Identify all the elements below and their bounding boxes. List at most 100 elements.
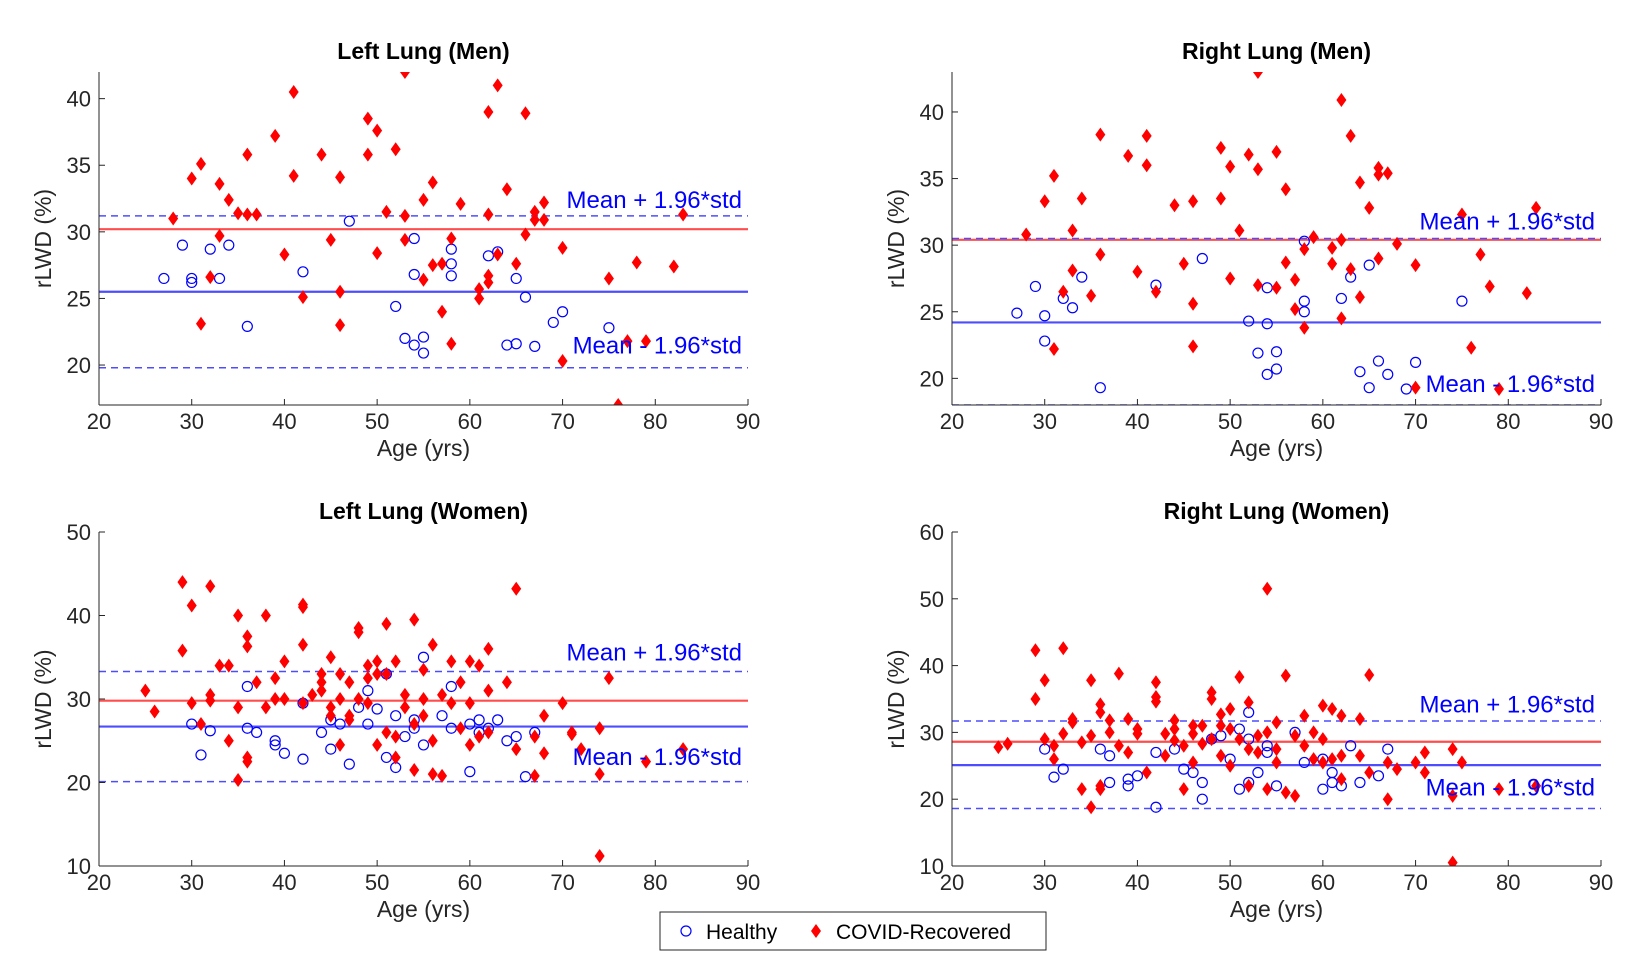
y-tick-label: 10 — [920, 854, 944, 879]
covid-point — [344, 675, 355, 690]
covid-point — [381, 666, 392, 681]
covid-point — [1336, 232, 1347, 247]
covid-point — [186, 598, 197, 613]
y-tick-label: 25 — [67, 286, 91, 311]
covid-point — [1178, 738, 1189, 753]
legend-healthy-marker — [680, 925, 692, 937]
healthy-point — [213, 272, 226, 285]
covid-point — [1048, 168, 1059, 183]
covid-point — [177, 575, 188, 590]
covid-point — [1299, 738, 1310, 753]
healthy-point — [1104, 750, 1116, 762]
covid-point — [437, 768, 448, 783]
covid-point — [446, 336, 457, 351]
covid-point — [1048, 738, 1059, 753]
covid-point — [529, 768, 540, 783]
panel-right-lung-men: Mean + 1.96*std Mean - 1.96*std 20 30 40 50 60… — [883, 38, 1613, 461]
covid-point — [993, 740, 1004, 755]
covid-point — [1456, 755, 1467, 770]
covid-point — [418, 662, 429, 677]
covid-point — [1076, 735, 1087, 750]
covid-point — [1104, 725, 1115, 740]
covid-point — [1243, 778, 1254, 793]
x-tick-label: 50 — [365, 409, 389, 434]
covid-point — [186, 171, 197, 186]
covid-point — [1188, 726, 1199, 741]
covid-point — [242, 754, 253, 769]
x-tick-label: 20 — [87, 870, 111, 895]
covid-point — [335, 318, 346, 333]
covid-point — [1039, 732, 1050, 747]
healthy-point — [186, 272, 198, 285]
covid-point — [1327, 752, 1338, 767]
healthy-point — [1335, 292, 1348, 305]
healthy-point — [1298, 295, 1310, 307]
covid-point — [1290, 272, 1301, 287]
covid-point — [1048, 752, 1059, 767]
covid-point — [446, 231, 457, 246]
healthy-point — [1270, 346, 1283, 358]
covid-point — [1076, 782, 1087, 797]
covid-point — [1382, 166, 1393, 181]
covid-point — [316, 147, 327, 162]
covid-point — [297, 696, 308, 711]
healthy-point — [519, 291, 532, 303]
healthy-point — [241, 680, 253, 693]
x-tick-label: 90 — [736, 409, 760, 434]
healthy-point — [195, 749, 207, 761]
healthy-point — [1104, 776, 1116, 789]
healthy-point — [186, 276, 198, 289]
x-tick-label: 50 — [1218, 409, 1242, 434]
covid-point — [344, 712, 355, 727]
covid-point — [1317, 732, 1328, 747]
lower-limit-label: Mean - 1.96*std — [573, 332, 742, 359]
healthy-point — [1354, 776, 1366, 789]
healthy-point — [1409, 356, 1422, 368]
covid-point — [1280, 785, 1291, 800]
healthy-point — [436, 710, 448, 722]
covid-point — [288, 84, 299, 99]
covid-point — [511, 581, 522, 596]
healthy-point — [1196, 252, 1208, 265]
x-tick-label: 80 — [643, 409, 667, 434]
x-tick-label: 70 — [550, 409, 574, 434]
covid-point — [1225, 722, 1236, 737]
covid-point — [474, 729, 485, 744]
covid-point — [1243, 147, 1254, 162]
covid-point — [335, 284, 346, 299]
covid-point — [1456, 207, 1467, 222]
covid-point — [1188, 296, 1199, 311]
healthy-point — [1066, 302, 1079, 314]
y-tick-label: 30 — [920, 720, 944, 745]
healthy-point — [464, 766, 476, 778]
covid-point — [1030, 643, 1041, 658]
healthy-point — [408, 232, 420, 245]
x-tick-label: 20 — [940, 870, 964, 895]
panel-title: Right Lung (Women) — [1164, 498, 1390, 524]
covid-point — [1178, 256, 1189, 271]
covid-point — [483, 725, 494, 740]
covid-point — [1169, 733, 1180, 748]
healthy-point — [408, 268, 420, 281]
covid-point — [1308, 230, 1319, 245]
healthy-point — [343, 215, 355, 227]
covid-point — [529, 204, 540, 219]
covid-point — [390, 729, 401, 744]
healthy-point — [417, 331, 430, 343]
healthy-point — [1400, 383, 1412, 395]
covid-point — [260, 608, 271, 623]
healthy-point — [334, 718, 346, 730]
healthy-point — [482, 250, 494, 262]
covid-point — [1531, 778, 1542, 793]
covid-point — [1039, 673, 1050, 688]
covid-point — [1262, 725, 1273, 740]
covid-point — [1345, 128, 1356, 143]
healthy-point — [1261, 368, 1273, 380]
covid-point — [270, 671, 281, 686]
lower-limit-label: Mean - 1.96*std — [1426, 775, 1595, 802]
covid-point — [1354, 290, 1365, 305]
covid-point — [1067, 223, 1078, 238]
healthy-point — [1011, 307, 1023, 319]
covid-point — [205, 579, 216, 594]
